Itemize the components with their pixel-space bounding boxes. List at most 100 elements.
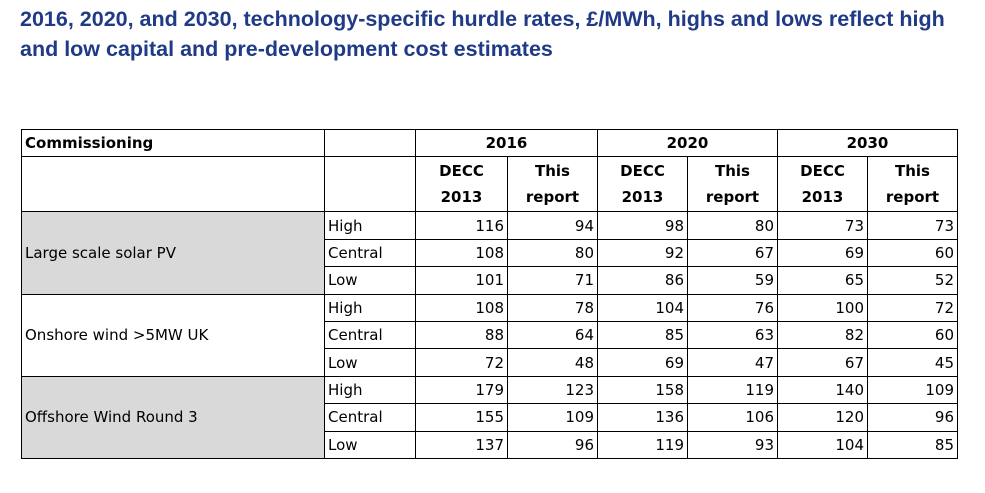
value-cell: 69: [777, 238, 868, 268]
value-cell: 106: [687, 403, 778, 432]
source-header-decc-2013: DECC 2013: [597, 156, 688, 213]
value-cell: 98: [597, 211, 688, 240]
table-row: Onshore wind >5MW UK High 108 78 104 76 100 72: [21, 293, 958, 377]
estimate-level-label: Low: [324, 430, 416, 459]
value-cell: 158: [597, 375, 688, 405]
source-header-this-report: This report: [687, 156, 778, 213]
value-cell: 64: [507, 320, 598, 350]
estimate-level-label: Low: [324, 266, 416, 295]
value-cell: 93: [687, 430, 778, 459]
hurdle-rates-table: Commissioning 2016 2020 2030 DECC 2013 Thi…: [21, 128, 958, 459]
value-cell: 85: [867, 430, 958, 459]
value-cell: 109: [867, 375, 958, 405]
table-row: Central 108 80 92 67 69 60: [22, 238, 958, 268]
value-cell: 100: [777, 293, 868, 322]
value-cell: 109: [507, 403, 598, 432]
table-row: Large scale solar PV High 116 94 98 80 73 73: [21, 211, 958, 295]
value-cell: 92: [597, 238, 688, 268]
source-header-this-report: This report: [507, 156, 598, 213]
source-header-line: 2013: [440, 188, 483, 207]
value-cell: 155: [415, 403, 508, 432]
estimate-level-label: High: [324, 375, 416, 405]
value-cell: 65: [777, 266, 868, 295]
year-header-2020: 2020: [597, 128, 778, 158]
value-cell: 48: [507, 348, 598, 377]
value-cell: 80: [507, 238, 598, 268]
estimate-level-label: High: [324, 293, 416, 322]
source-header-line: This: [895, 162, 930, 181]
estimate-level-label: Low: [324, 348, 416, 377]
table-row: Low 72 48 69 47 67 45: [22, 348, 958, 377]
value-cell: 108: [415, 293, 508, 322]
value-cell: 179: [415, 375, 508, 405]
value-cell: 104: [597, 293, 688, 322]
value-cell: 94: [507, 211, 598, 240]
technology-label: Large scale solar PV: [21, 211, 325, 295]
source-header-line: report: [705, 188, 760, 207]
value-cell: 116: [415, 211, 508, 240]
value-cell: 104: [777, 430, 868, 459]
source-header-line: 2013: [801, 188, 844, 207]
value-cell: 140: [777, 375, 868, 405]
value-cell: 60: [867, 320, 958, 350]
estimate-level-label: Central: [324, 403, 416, 432]
estimate-level-label: High: [324, 211, 416, 240]
value-cell: 96: [867, 403, 958, 432]
value-cell: 67: [687, 238, 778, 268]
header-row-sources: DECC 2013 This report DECC 2013 This report DECC…: [21, 156, 958, 213]
value-cell: 82: [777, 320, 868, 350]
source-header-line: report: [525, 188, 580, 207]
value-cell: 47: [687, 348, 778, 377]
year-header-2016: 2016: [415, 128, 598, 158]
value-cell: 86: [597, 266, 688, 295]
source-header-this-report: This report: [867, 156, 958, 213]
table-row: Low 101 71 86 59 65 52: [22, 266, 958, 295]
header-row-years: Commissioning 2016 2020 2030: [21, 128, 958, 158]
source-header-decc-2013: DECC 2013: [415, 156, 508, 213]
value-cell: 136: [597, 403, 688, 432]
value-cell: 80: [687, 211, 778, 240]
header-blank: [324, 156, 416, 213]
value-cell: 52: [867, 266, 958, 295]
year-header-2030: 2030: [777, 128, 958, 158]
value-cell: 73: [867, 211, 958, 240]
table-row: Offshore Wind Round 3 High 179 123 158 119 140…: [21, 375, 958, 459]
value-cell: 76: [687, 293, 778, 322]
value-cell: 59: [687, 266, 778, 295]
source-header-line: This: [715, 162, 750, 181]
table-body: Commissioning 2016 2020 2030 DECC 2013 Thi…: [21, 128, 958, 459]
table-row: Central 88 64 85 63 82 60: [22, 320, 958, 350]
value-cell: 69: [597, 348, 688, 377]
value-cell: 120: [777, 403, 868, 432]
source-header-line: report: [885, 188, 940, 207]
source-header-line: This: [535, 162, 570, 181]
source-header-line: 2013: [621, 188, 664, 207]
estimate-level-label: Central: [324, 238, 416, 268]
value-cell: 45: [867, 348, 958, 377]
source-header-line: DECC: [620, 162, 665, 181]
header-blank: [324, 128, 416, 158]
value-cell: 108: [415, 238, 508, 268]
estimate-level-label: Central: [324, 320, 416, 350]
value-cell: 78: [507, 293, 598, 322]
technology-label: Offshore Wind Round 3: [21, 375, 325, 459]
source-header-decc-2013: DECC 2013: [777, 156, 868, 213]
value-cell: 67: [777, 348, 868, 377]
value-cell: 88: [415, 320, 508, 350]
value-cell: 85: [597, 320, 688, 350]
technology-label: Onshore wind >5MW UK: [21, 293, 325, 377]
source-header-line: DECC: [439, 162, 484, 181]
value-cell: 123: [507, 375, 598, 405]
page-title: 2016, 2020, and 2030, technology-specifi…: [20, 7, 945, 61]
value-cell: 101: [415, 266, 508, 295]
source-header-line: DECC: [800, 162, 845, 181]
corner-label: Commissioning: [21, 128, 325, 158]
value-cell: 119: [687, 375, 778, 405]
value-cell: 137: [415, 430, 508, 459]
value-cell: 73: [777, 211, 868, 240]
value-cell: 72: [415, 348, 508, 377]
header-blank: [21, 156, 325, 213]
value-cell: 72: [867, 293, 958, 322]
table-row: Low 137 96 119 93 104 85: [22, 430, 958, 459]
value-cell: 119: [597, 430, 688, 459]
